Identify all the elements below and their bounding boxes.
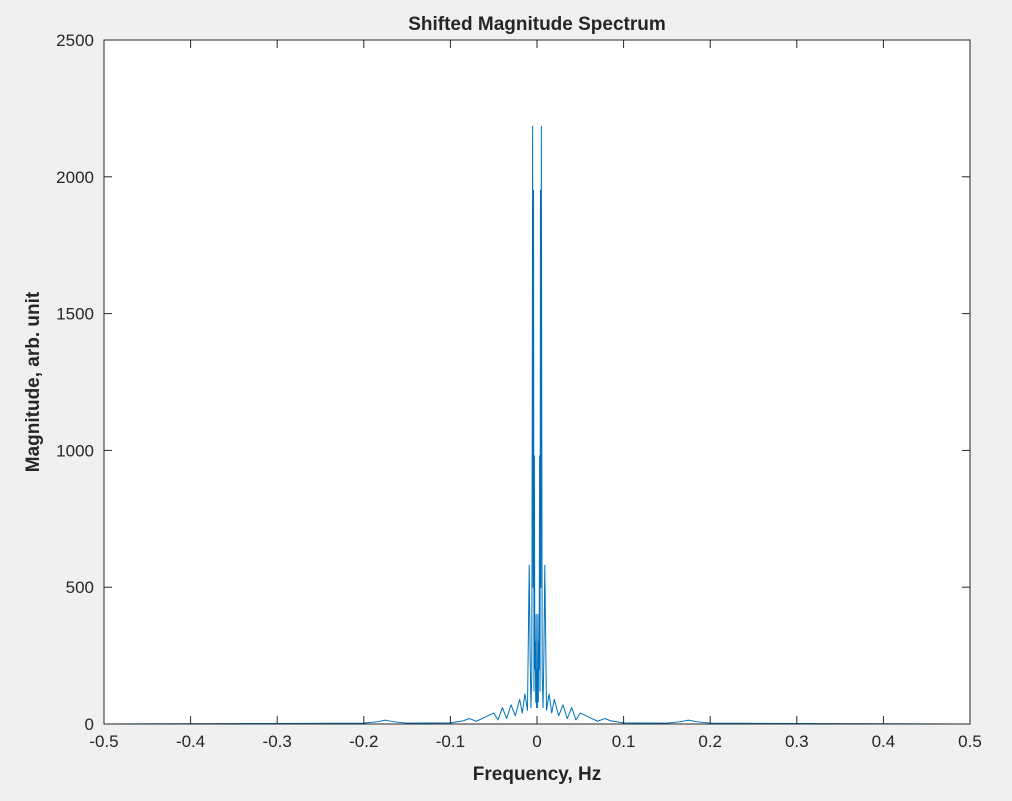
y-axis-label: Magnitude, arb. unit: [23, 291, 44, 472]
chart-title: Shifted Magnitude Spectrum: [408, 14, 666, 35]
x-tick-label: -0.2: [349, 732, 378, 751]
axes-background: [104, 40, 970, 724]
tick-layer: -0.5 -0.4 -0.3 -0.2 -0.1 0 0.1 0.2 0.3 0.4 0.5 0 500…: [56, 31, 982, 751]
y-tick-label: 2000: [56, 168, 94, 187]
x-tick-label: 0.4: [872, 732, 896, 751]
y-tick-label: 500: [66, 578, 94, 597]
series-layer: [103, 125, 971, 725]
y-tick-label: 1500: [56, 305, 94, 324]
series-line-0: [103, 125, 971, 725]
x-tick-label: -0.4: [176, 732, 205, 751]
x-axis-label: Frequency, Hz: [473, 764, 601, 785]
axes-box: [103, 39, 971, 725]
x-tick-label: 0: [532, 732, 541, 751]
y-tick-label: 1000: [56, 441, 94, 460]
y-tick-label: 0: [85, 715, 94, 734]
y-tick-label: 2500: [56, 31, 94, 50]
x-tick-label: 0.2: [698, 732, 722, 751]
x-tick-label: -0.5: [89, 732, 118, 751]
x-tick-label: 0.3: [785, 732, 809, 751]
x-tick-label: 0.1: [612, 732, 636, 751]
x-tick-label: 0.5: [958, 732, 982, 751]
x-tick-label: -0.1: [436, 732, 465, 751]
x-tick-label: -0.3: [263, 732, 292, 751]
